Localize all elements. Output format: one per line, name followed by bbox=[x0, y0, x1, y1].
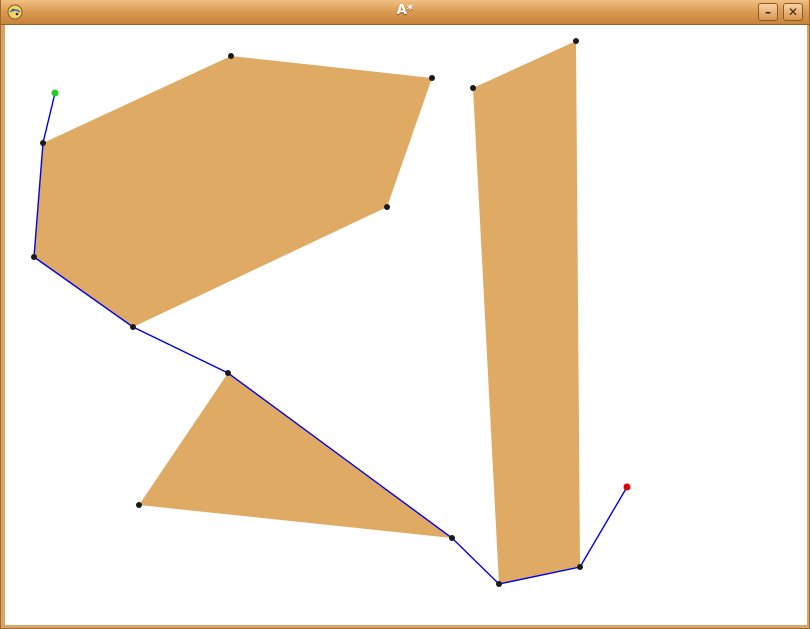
vertex-markers bbox=[31, 38, 583, 587]
minimize-icon: – bbox=[765, 5, 771, 19]
minimize-button[interactable]: – bbox=[758, 3, 778, 21]
obstacle-triangle bbox=[139, 373, 452, 538]
python-icon[interactable] bbox=[7, 4, 23, 20]
window-title: A* bbox=[396, 3, 414, 18]
vertex-marker bbox=[31, 254, 37, 260]
close-button[interactable]: ✕ bbox=[783, 3, 803, 21]
title-bar[interactable]: A* – ✕ bbox=[1, 0, 809, 25]
obstacle-quadrilateral bbox=[473, 41, 580, 584]
obstacle-hexagon bbox=[34, 56, 432, 327]
vertex-marker bbox=[496, 581, 502, 587]
vertex-marker bbox=[449, 535, 455, 541]
vertex-marker bbox=[384, 204, 390, 210]
astar-canvas[interactable] bbox=[5, 25, 807, 625]
goal-node[interactable] bbox=[623, 483, 631, 491]
vertex-marker bbox=[225, 370, 231, 376]
vertex-marker bbox=[429, 75, 435, 81]
close-icon: ✕ bbox=[787, 5, 799, 19]
vertex-marker bbox=[40, 140, 46, 146]
start-node[interactable] bbox=[51, 89, 59, 97]
vertex-marker bbox=[136, 502, 142, 508]
vertex-marker bbox=[130, 324, 136, 330]
vertex-marker bbox=[470, 85, 476, 91]
vertex-marker bbox=[577, 564, 583, 570]
vertex-marker bbox=[573, 38, 579, 44]
vertex-marker bbox=[228, 53, 234, 59]
